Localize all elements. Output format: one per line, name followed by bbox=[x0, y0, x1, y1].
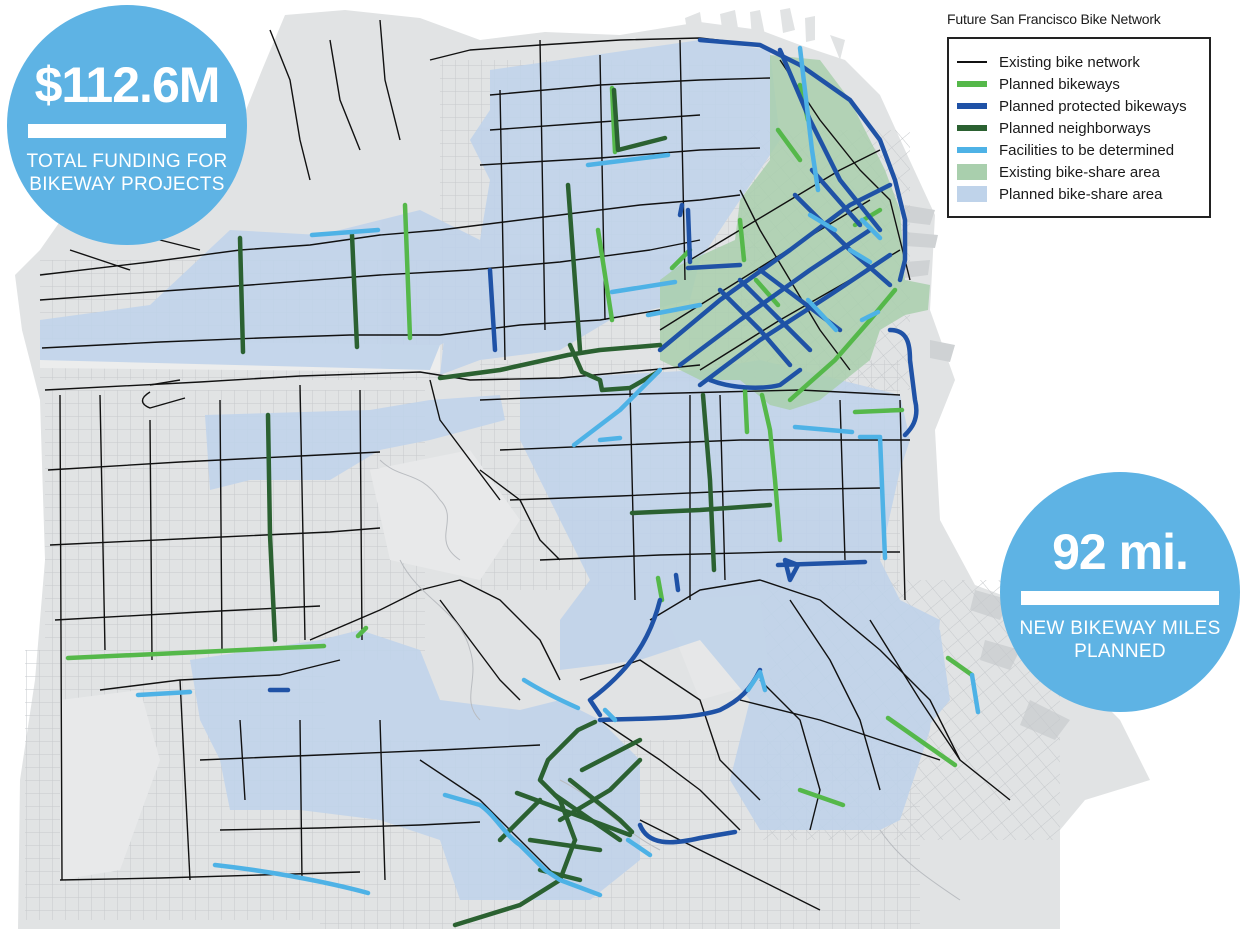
legend-swatch bbox=[957, 164, 987, 180]
funding-caption-line1: TOTAL FUNDING FOR bbox=[26, 151, 228, 172]
legend-item-neighborways: Planned neighborways bbox=[957, 117, 1209, 139]
miles-value: 92 mi. bbox=[1052, 524, 1189, 580]
legend-item-protected-bikeways: Planned protected bikeways bbox=[957, 95, 1209, 117]
facilities-tbd bbox=[135, 45, 981, 898]
planned-neighborways bbox=[237, 87, 773, 928]
legend-swatch bbox=[957, 81, 987, 87]
funding-caption-line2: BIKEWAY PROJECTS bbox=[29, 174, 225, 195]
planned-bikeways bbox=[65, 82, 975, 808]
map-title: Future San Francisco Bike Network bbox=[947, 11, 1161, 27]
legend-swatch bbox=[957, 186, 987, 202]
legend-swatch bbox=[957, 61, 987, 63]
legend-label: Planned neighborways bbox=[999, 119, 1151, 137]
legend-label: Planned bike-share area bbox=[999, 185, 1163, 203]
legend-label: Planned protected bikeways bbox=[999, 97, 1187, 115]
legend-label: Existing bike network bbox=[999, 53, 1140, 71]
legend-item-existing-bikeshare: Existing bike-share area bbox=[957, 161, 1209, 183]
miles-caption-line1: NEW BIKEWAY MILES bbox=[1019, 618, 1221, 639]
miles-divider bbox=[1021, 591, 1219, 605]
funding-callout: $112.6M TOTAL FUNDING FOR BIKEWAY PROJEC… bbox=[7, 5, 247, 245]
planned-bikeshare-area bbox=[40, 40, 950, 900]
legend-swatch bbox=[957, 147, 987, 153]
funding-value: $112.6M bbox=[34, 57, 221, 113]
legend: Existing bike network Planned bikeways P… bbox=[947, 37, 1211, 218]
legend-label: Existing bike-share area bbox=[999, 163, 1160, 181]
miles-caption-line2: PLANNED bbox=[1074, 641, 1166, 662]
legend-swatch bbox=[957, 103, 987, 109]
minor-streets bbox=[379, 459, 961, 901]
existing-bike-network bbox=[39, 19, 1011, 911]
legend-label: Facilities to be determined bbox=[999, 141, 1175, 159]
legend-item-planned-bikeshare: Planned bike-share area bbox=[957, 183, 1209, 205]
funding-divider bbox=[28, 124, 226, 138]
legend-swatch bbox=[957, 125, 987, 131]
legend-label: Planned bikeways bbox=[999, 75, 1120, 93]
miles-callout: 92 mi. NEW BIKEWAY MILES PLANNED bbox=[1000, 472, 1240, 712]
legend-item-existing-network: Existing bike network bbox=[957, 51, 1209, 73]
legend-item-planned-bikeways: Planned bikeways bbox=[957, 73, 1209, 95]
legend-item-facilities-tbd: Facilities to be determined bbox=[957, 139, 1209, 161]
